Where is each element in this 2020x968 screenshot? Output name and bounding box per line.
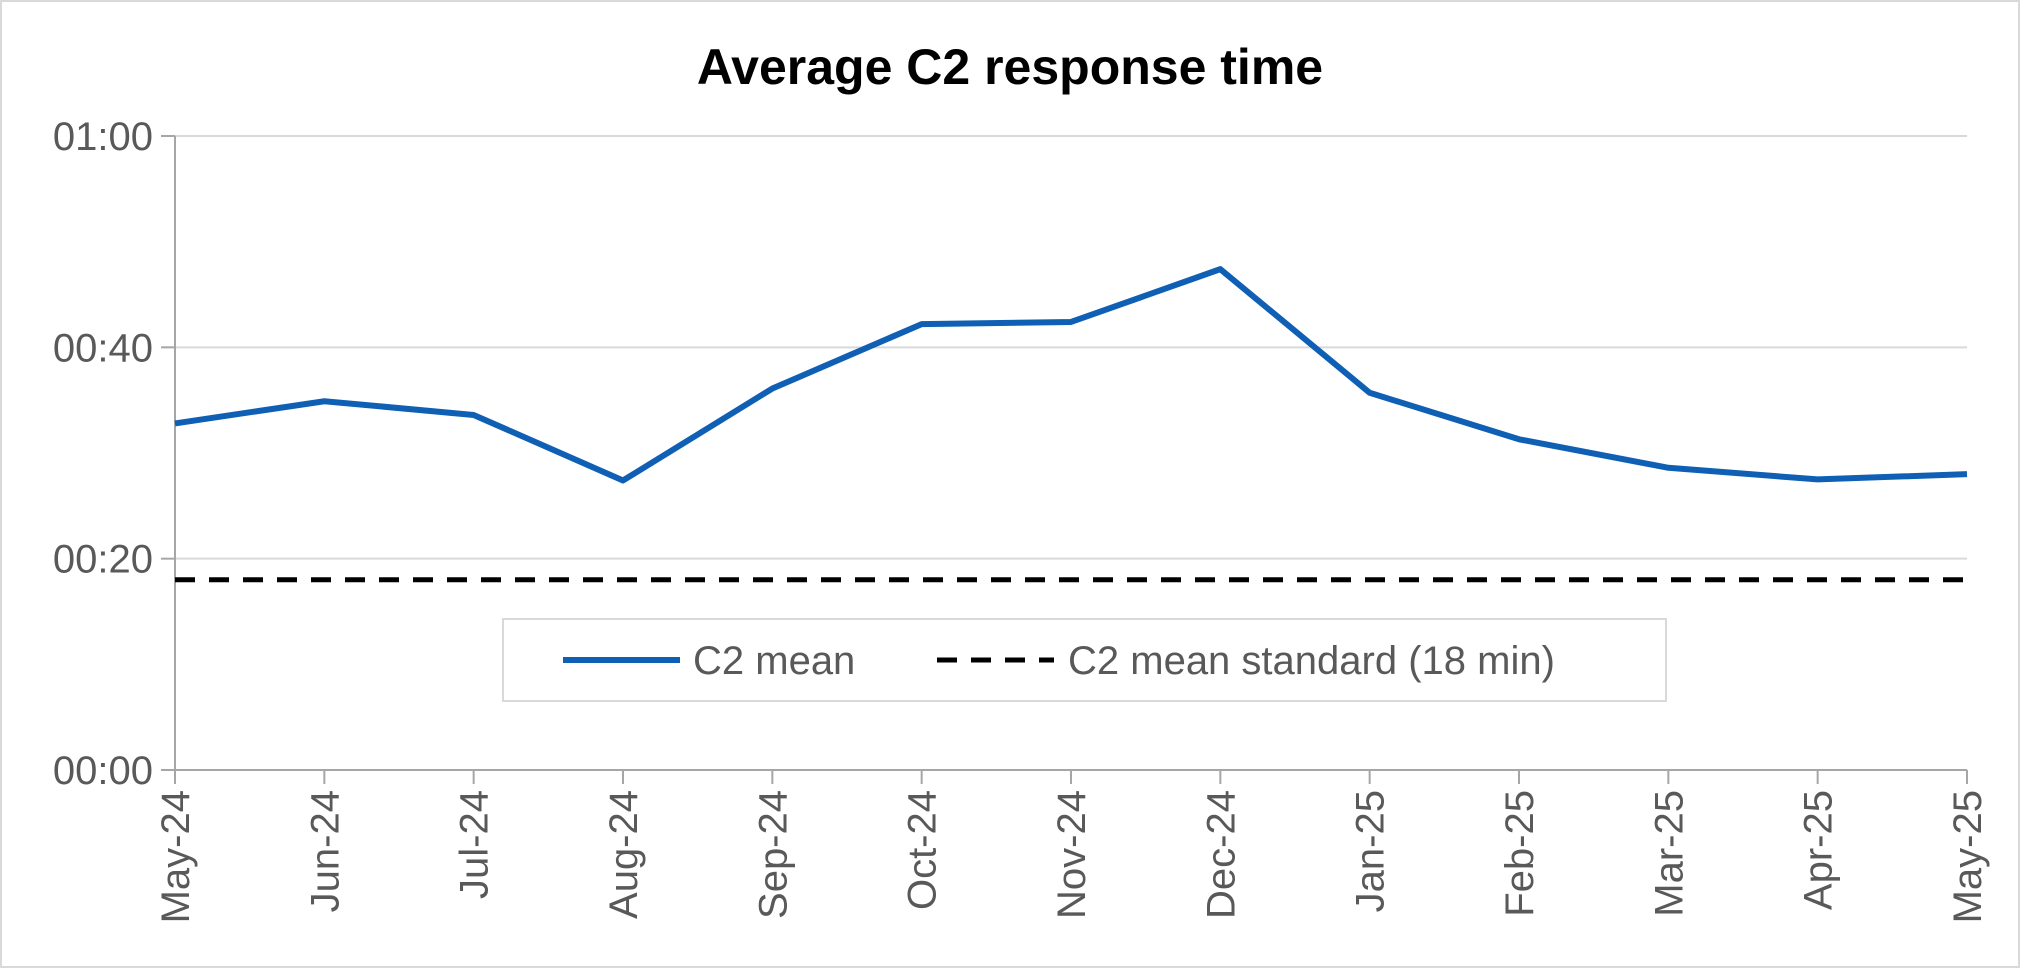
series-lines [174, 266, 1968, 583]
x-tick-label: Aug-24 [602, 790, 646, 919]
series-line-c2-mean [174, 266, 1968, 484]
y-tick-label: 01:00 [53, 115, 153, 159]
x-tick-label: Dec-24 [1199, 790, 1243, 919]
gridlines [175, 135, 1967, 560]
x-tick-label: Feb-25 [1498, 790, 1542, 917]
legend-label-c2-mean: C2 mean [693, 639, 855, 683]
x-tick-label: Jan-25 [1349, 790, 1393, 912]
legend-box [502, 618, 1667, 702]
x-tick-label: May-25 [1946, 790, 1990, 923]
x-tick-label: Oct-24 [901, 790, 945, 910]
y-tick-label: 00:40 [53, 326, 153, 370]
y-axis-tick-labels: 00:00 00:20 00:40 01:00 [53, 115, 153, 793]
x-axis-tick-labels: May-24 Jun-24 Jul-24 Aug-24 Sep-24 Oct-24 Nov-… [154, 790, 1990, 923]
x-tick-label: Nov-24 [1050, 790, 1094, 919]
chart-title: Average C2 response time [697, 39, 1323, 95]
x-tick-label: Jun-24 [303, 790, 347, 912]
y-tick-label: 00:00 [53, 749, 153, 793]
x-tick-label: Sep-24 [751, 790, 795, 919]
x-tick-label: Mar-25 [1647, 790, 1691, 917]
x-tick-label: Jul-24 [453, 790, 497, 899]
legend: C2 mean C2 mean standard (18 min) [502, 618, 1667, 702]
y-tick-label: 00:20 [53, 538, 153, 582]
axes [161, 135, 1968, 784]
x-tick-label: Apr-25 [1797, 790, 1841, 910]
legend-label-c2-mean-standard: C2 mean standard (18 min) [1068, 639, 1555, 683]
x-tick-label: May-24 [154, 790, 198, 923]
